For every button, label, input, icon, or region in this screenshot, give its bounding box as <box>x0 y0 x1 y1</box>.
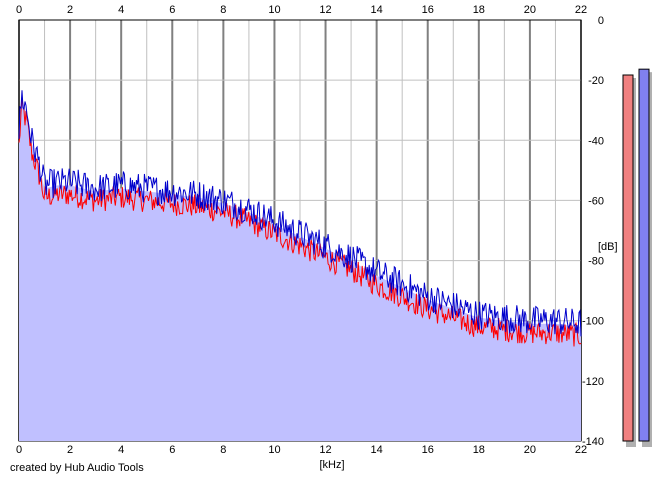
series-line-2 <box>18 90 582 337</box>
x-tick-label: 18 <box>473 4 485 16</box>
spectrum-lines <box>18 90 582 347</box>
y-tick-label: -140 <box>582 436 604 448</box>
x-tick-label: 20 <box>524 444 536 456</box>
level-meter-left <box>622 74 634 442</box>
x-tick-label: 22 <box>575 444 587 456</box>
x-tick-label: 16 <box>422 444 434 456</box>
y-axis-label: [dB] <box>598 241 618 253</box>
x-tick-label: 0 <box>16 444 22 456</box>
x-tick-label: 12 <box>319 4 331 16</box>
x-tick-label: 20 <box>524 4 536 16</box>
x-tick-label: 2 <box>67 444 73 456</box>
y-tick-label: -100 <box>582 316 604 328</box>
tick-labels: 002244668810101212141416161818202022220-… <box>16 4 604 456</box>
level-meter-right <box>638 68 650 442</box>
x-tick-label: 8 <box>220 4 226 16</box>
x-tick-label: 18 <box>473 444 485 456</box>
x-tick-label: 10 <box>268 4 280 16</box>
x-tick-label: 2 <box>67 4 73 16</box>
level-meters <box>622 68 652 448</box>
y-tick-label: -40 <box>588 135 604 147</box>
x-tick-label: 4 <box>118 444 124 456</box>
x-tick-label: 6 <box>169 444 175 456</box>
x-axis-label: [kHz] <box>319 459 344 471</box>
y-tick-label: -80 <box>588 256 604 268</box>
x-tick-label: 4 <box>118 4 124 16</box>
y-tick-label: -60 <box>588 195 604 207</box>
y-tick-label: 0 <box>598 15 604 27</box>
x-tick-label: 0 <box>16 4 22 16</box>
x-tick-label: 8 <box>220 444 226 456</box>
x-tick-label: 6 <box>169 4 175 16</box>
y-tick-label: -120 <box>582 376 604 388</box>
x-tick-label: 10 <box>268 444 280 456</box>
x-tick-label: 14 <box>371 444 383 456</box>
credit-text: created by Hub Audio Tools <box>10 462 144 474</box>
x-tick-label: 14 <box>371 4 383 16</box>
y-tick-label: -20 <box>588 75 604 87</box>
spectrum-fill <box>19 99 581 441</box>
x-tick-label: 12 <box>319 444 331 456</box>
x-tick-label: 16 <box>422 4 434 16</box>
spectrum-area <box>19 99 581 441</box>
x-tick-label: 22 <box>575 4 587 16</box>
